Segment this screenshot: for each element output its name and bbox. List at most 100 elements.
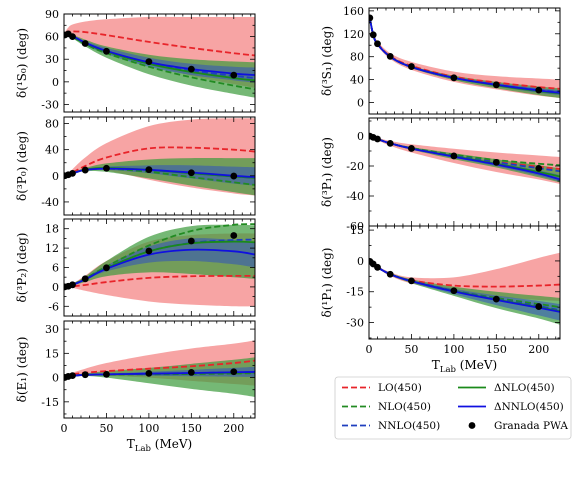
ytick-label-3P2--6: -6: [48, 300, 59, 313]
pwa-point-1P1-4: [408, 277, 415, 285]
xlabel-E1: TLab (MeV): [127, 437, 192, 454]
panel-3P1: -60 -40 -20 0 δ(³P₁) (deg): [320, 117, 561, 233]
pwa-point-3P0-5: [145, 166, 153, 174]
axes-frame-E1: [63, 320, 256, 419]
pwa-point-1S0-7: [230, 71, 238, 79]
legend-label-LO: LO(450): [378, 382, 422, 394]
legend-label-pwa: Granada PWA: [494, 420, 568, 432]
pwa-point-3P2-5: [145, 247, 153, 255]
ytick-label-3P2-0: 0: [52, 281, 59, 294]
pwa-point-3S1-3: [386, 52, 394, 60]
pwa-point-E1-7: [230, 368, 238, 376]
ytick-label-3P2-6: 6: [52, 262, 59, 275]
ytick-label-1P1-15: 15: [350, 224, 364, 237]
pwa-point-3P1-2: [374, 135, 381, 143]
pwa-point-1S0-5: [145, 58, 153, 66]
xtick-label-1P1-150: 150: [486, 343, 507, 356]
band-LO-3S1: [369, 17, 560, 98]
pwa-point-3P0-4: [103, 164, 110, 172]
pwa-point-1S0-4: [103, 47, 110, 55]
pwa-point-1P1-7: [535, 303, 543, 310]
plot-area-3P2: [64, 223, 255, 307]
pwa-point-3P0-3: [81, 166, 89, 174]
ytick-label-3S1-120: 120: [343, 28, 364, 41]
ytick-label-3S1-40: 40: [350, 74, 364, 87]
legend-marker-pwa: [468, 422, 476, 429]
pwa-point-3S1-4: [408, 63, 415, 70]
xtick-label-E1-100: 100: [138, 422, 159, 435]
ytick-label-3S1-80: 80: [350, 51, 364, 64]
ytick-label-1P1--15: -15: [346, 286, 364, 299]
pwa-point-3P2-6: [187, 237, 195, 245]
ylabel-1P1: δ(¹P₁) (deg): [320, 248, 334, 318]
ytick-label-3P0--40: -40: [41, 196, 59, 209]
pwa-point-3P0-6: [187, 169, 195, 177]
ylabel-3P1: δ(³P₁) (deg): [320, 137, 334, 207]
panel-1S0: -30 0 30 60 90 δ(¹S₀) (deg): [15, 8, 256, 113]
pwa-point-1P1-5: [450, 287, 458, 295]
xtick-label-1P1-200: 200: [528, 343, 549, 356]
pwa-point-3P2-2: [69, 281, 76, 289]
ytick-label-3P1-0: 0: [357, 130, 364, 143]
ytick-label-3P1--60: -60: [346, 220, 364, 233]
pwa-point-E1-2: [69, 372, 76, 380]
legend-label-NNLO: NNLO(450): [378, 420, 440, 432]
ytick-label-E1-0: 0: [52, 372, 59, 385]
pwa-point-E1-6: [187, 369, 195, 376]
ytick-label-3P0-80: 80: [45, 118, 59, 131]
pwa-point-E1-3: [81, 371, 89, 379]
plot-area-3P0: [64, 118, 255, 196]
band-DNNLO-3P0: [64, 165, 255, 186]
pwa-point-3S1-2: [374, 40, 381, 48]
legend: LO(450) ΔNLO(450) NLO(450) ΔNNLO(450) NNLO(4…: [334, 376, 572, 440]
ytick-label-3P2-12: 12: [45, 242, 59, 255]
xtick-label-1P1-0: 0: [366, 343, 373, 356]
ylabel-3P0: δ(³P₀) (deg): [15, 131, 29, 201]
ytick-label-1S0--30: -30: [41, 98, 59, 111]
ytick-label-3P2-18: 18: [45, 223, 59, 236]
pwa-point-3S1-1: [369, 31, 377, 39]
ytick-label-3S1-0: 0: [357, 97, 364, 110]
ytick-label-1S0-90: 90: [45, 8, 59, 21]
pwa-point-E1-5: [145, 369, 153, 377]
axes-frame-3P0: [63, 116, 256, 216]
ytick-label-3P1--20: -20: [346, 160, 364, 173]
band-DNLO-E1: [64, 357, 255, 397]
pwa-point-1S0-2: [69, 33, 76, 41]
axes-frame-3S1: [368, 7, 561, 115]
ytick-label-1S0-30: 30: [45, 53, 59, 66]
pwa-point-3P0-2: [69, 169, 76, 177]
pwa-point-3P0-7: [230, 172, 238, 180]
pwa-point-3P1-3: [386, 139, 394, 147]
ytick-label-1S0-60: 60: [45, 31, 59, 44]
pwa-point-3P1-7: [535, 165, 543, 172]
panel-3S1: 0 40 80 120 160 δ(³S₁) (deg): [320, 5, 561, 115]
pwa-point-1P1-3: [386, 270, 394, 278]
plot-area-3S1: [369, 14, 560, 98]
ytick-label-1P1--30: -30: [346, 317, 364, 330]
xtick-label-E1-0: 0: [61, 422, 68, 435]
legend-label-DNLO: ΔNLO(450): [494, 382, 555, 394]
pwa-point-1P1-2: [374, 263, 381, 271]
pwa-point-1S0-6: [187, 65, 195, 73]
ylabel-3P2: δ(³P₂) (deg): [15, 233, 29, 303]
plot-area-3P1: [369, 132, 560, 184]
xtick-label-E1-200: 200: [223, 422, 244, 435]
ylabel-E1: δ(E₁) (deg): [15, 337, 29, 403]
pwa-point-3S1-0: [369, 14, 374, 22]
ytick-label-1S0-0: 0: [52, 76, 59, 89]
xlabel-1P1: TLab (MeV): [432, 358, 497, 375]
pwa-point-3P1-6: [492, 159, 500, 166]
axes-frame-1S0: [63, 13, 256, 113]
ylabel-1S0: δ(¹S₀) (deg): [15, 28, 29, 98]
xtick-label-1P1-100: 100: [443, 343, 464, 356]
ylabel-3S1: δ(³S₁) (deg): [320, 26, 334, 96]
plot-area-1S0: [64, 16, 255, 98]
xtick-label-1P1-50: 50: [404, 343, 418, 356]
xtick-label-E1-150: 150: [181, 422, 202, 435]
ytick-label-3P1--40: -40: [346, 190, 364, 203]
pwa-point-3S1-6: [492, 81, 500, 89]
axes-frame-1P1: [368, 225, 561, 340]
